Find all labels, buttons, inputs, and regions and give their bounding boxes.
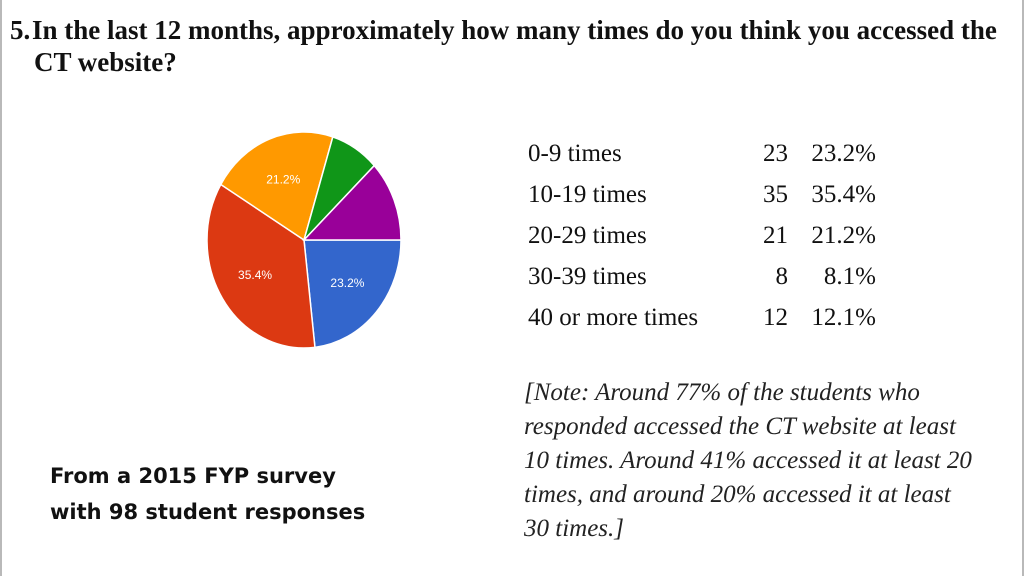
- survey-source: From a 2015 FYP survey with 98 student r…: [50, 458, 410, 530]
- row-count: 23: [763, 140, 788, 167]
- row-percent: 23.2%: [811, 140, 876, 167]
- note-paragraph: [Note: Around 77% of the students who re…: [524, 376, 1004, 546]
- table-row: 0-9 times 23 23.2%: [528, 140, 888, 181]
- pie-slice-5: [302, 164, 402, 241]
- pie-slice-1: [303, 239, 402, 349]
- row-label: 10-19 times: [528, 181, 647, 208]
- table-row: 10-19 times 35 35.4%: [528, 181, 888, 222]
- row-count: 21: [763, 222, 788, 249]
- table-row: 30-39 times 8 8.1%: [528, 263, 888, 304]
- source-line-2: with 98 student responses: [50, 500, 366, 524]
- response-table: 0-9 times 23 23.2% 10-19 times 35 35.4% …: [528, 140, 888, 345]
- note-line: 30 times.]: [524, 515, 624, 542]
- question-line-1: 5.In the last 12 months, approximately h…: [10, 14, 1010, 46]
- pie-slice-2: [206, 183, 316, 349]
- row-label: 40 or more times: [528, 304, 699, 331]
- pie-slice-3: [219, 131, 334, 242]
- pie-chart-svg: 23.2% 35.4% 21.2%: [206, 131, 402, 349]
- row-percent: 21.2%: [811, 222, 876, 249]
- slide-border-right: [1022, 0, 1024, 576]
- note-line: responded accessed the CT website at lea…: [524, 413, 956, 440]
- question-title: 5.In the last 12 months, approximately h…: [10, 14, 1010, 78]
- row-count: 35: [763, 181, 788, 208]
- row-percent: 35.4%: [811, 181, 876, 208]
- source-line-1: From a 2015 FYP survey: [50, 464, 336, 488]
- pie-slice-label: 23.2%: [330, 276, 364, 290]
- pie-slice-label: 21.2%: [266, 172, 300, 186]
- row-percent: 8.1%: [823, 263, 876, 290]
- table-row: 20-29 times 21 21.2%: [528, 222, 888, 263]
- row-label: 30-39 times: [528, 263, 647, 290]
- table-row: 40 or more times 12 12.1%: [528, 304, 888, 345]
- row-label: 0-9 times: [528, 140, 622, 167]
- pie-chart: 23.2% 35.4% 21.2%: [200, 122, 414, 358]
- question-text-1: In the last 12 months, approximately how…: [32, 15, 997, 45]
- row-count: 12: [763, 304, 788, 331]
- slide-border-left: [0, 0, 2, 576]
- note-line: [Note: Around 77% of the students who: [524, 379, 920, 406]
- row-count: 8: [775, 263, 789, 290]
- note-line: 10 times. Around 41% accessed it at leas…: [524, 447, 972, 474]
- pie-slice-label: 35.4%: [238, 268, 272, 282]
- question-line-2: CT website?: [34, 47, 177, 77]
- note-line: times, and around 20% accessed it at lea…: [524, 481, 951, 508]
- question-number: 5.: [10, 15, 31, 45]
- row-percent: 12.1%: [811, 304, 876, 331]
- row-label: 20-29 times: [528, 222, 647, 249]
